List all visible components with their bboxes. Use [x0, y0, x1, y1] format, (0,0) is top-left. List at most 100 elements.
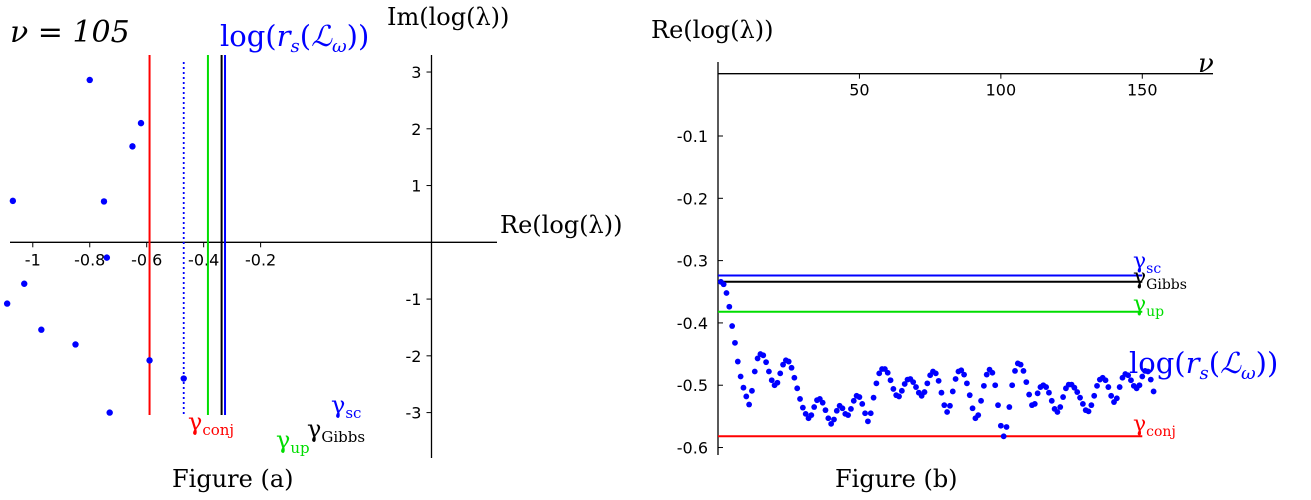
panel-b-point: [947, 402, 953, 409]
panel-b-point: [768, 377, 775, 384]
panel-b-point: [791, 374, 798, 381]
panel-b-point: [1094, 382, 1100, 389]
panel-a-reference-lines: [148, 55, 227, 415]
panel-a-y-tick-label: -3: [406, 404, 422, 423]
panel-b-point: [932, 370, 939, 377]
panel-b-point: [1150, 388, 1157, 395]
panel-b-point: [1060, 394, 1066, 400]
panel-b-point: [1145, 368, 1151, 375]
panel-b-point: [1034, 390, 1041, 397]
panel-b-point: [729, 323, 736, 329]
panel-b-point: [1136, 382, 1143, 389]
panel-a-point: [38, 326, 45, 333]
panel-b-point: [983, 371, 990, 378]
panel-b-point: [966, 392, 973, 399]
panel-b-point: [734, 358, 741, 365]
panel-a-point: [106, 409, 113, 416]
panel-b-axes: 50 100 150 -0.1 -0.2 -0.3 -0.4 -0.5 -0.6: [677, 62, 1213, 458]
panel-a-point: [137, 119, 145, 127]
panel-a-point: [103, 254, 111, 261]
panel-a-point: [3, 300, 11, 307]
panel-b-point: [751, 368, 758, 375]
panel-b-point: [887, 377, 894, 384]
panel-a-xlabel: Re(log(λ)): [500, 211, 622, 239]
panel-b-point: [766, 368, 772, 375]
panel-b-ylabel: Re(log(λ)): [651, 16, 773, 44]
panel-b-y-tick-label: -0.2: [677, 189, 708, 208]
panel-b-point: [785, 358, 792, 365]
panel-a-gamma-up-label: γup: [276, 426, 310, 457]
panel-b-point: [1000, 433, 1007, 440]
panel-b-point: [1088, 402, 1095, 409]
panel-b-point: [788, 364, 795, 371]
panel-a-x-tick-label: -0.2: [245, 250, 276, 269]
panel-b-point: [1074, 389, 1081, 395]
panel-b-point: [743, 393, 750, 400]
panel-a-x-tick-label: -1: [25, 250, 41, 269]
panel-b-x-tick-label: 50: [849, 81, 869, 100]
panel-a-point: [180, 375, 187, 382]
panel-b-point: [740, 384, 747, 391]
panel-a-y-tick-label: -1: [406, 290, 422, 309]
panel-b-series-label: log(rs(ℒω)): [1129, 346, 1278, 384]
panel-b-point: [1147, 376, 1154, 383]
panel-b-point: [828, 420, 835, 427]
panel-b-point: [797, 396, 803, 402]
panel-b-point: [845, 412, 852, 419]
panel-b-point: [763, 359, 769, 366]
panel-b-point: [941, 402, 948, 409]
panel-b-point: [726, 303, 733, 310]
panel-a-eigenvalue-points: [3, 76, 187, 416]
panel-a-point: [9, 197, 17, 205]
panel-b-point: [876, 370, 883, 377]
panel-b-point: [890, 386, 897, 392]
panel-b-point: [992, 382, 999, 389]
panel-a-y-tick-label: -2: [406, 347, 422, 366]
panel-b-point: [749, 387, 755, 394]
panel-b-xlabel: ν: [1198, 49, 1214, 79]
panel-b-point: [859, 401, 866, 407]
panel-b-x-tick-label: 100: [986, 81, 1017, 100]
panel-b-point: [1102, 377, 1109, 384]
panel-b-point: [794, 385, 801, 392]
panel-b-point: [831, 416, 837, 423]
panel-b-point: [997, 422, 1004, 429]
panel-a-logrs-label: log(rs(ℒω)): [220, 19, 369, 57]
panel-b-point: [1046, 389, 1052, 396]
panel-b-point: [980, 382, 987, 389]
panel-b-point: [822, 407, 829, 414]
panel-b-point: [774, 379, 781, 386]
panel-b-point: [1006, 404, 1013, 410]
panel-b-point: [1125, 372, 1132, 379]
panel-b-point: [1113, 395, 1120, 402]
panel-b-point: [1091, 392, 1098, 399]
panel-b-gamma-gibbs-label: γGibbs: [1133, 265, 1187, 293]
panel-b-point: [1077, 394, 1083, 401]
panel-b-point: [1009, 382, 1016, 389]
panel-a-gamma-conj-label: γconj: [188, 408, 234, 439]
panel-b-point: [873, 380, 880, 387]
panel-a-title: ν = 105: [10, 15, 130, 50]
panel-b: 50 100 150 -0.1 -0.2 -0.3 -0.4 -0.5 -0.6 Re(log(…: [651, 16, 1278, 493]
panel-b-gamma-conj-label: γconj: [1133, 412, 1176, 440]
panel-b-point: [1012, 367, 1018, 374]
panel-b-point: [1139, 373, 1146, 380]
panel-b-point: [1071, 384, 1078, 391]
panel-a-x-tick-label: -0.6: [131, 250, 162, 269]
panel-b-point: [737, 373, 744, 380]
panel-b-point: [1116, 384, 1123, 390]
panel-b-point: [898, 387, 905, 394]
panel-a-y-tick-label: 3: [411, 63, 421, 82]
panel-b-point: [1057, 404, 1064, 410]
panel-b-y-tick-label: -0.1: [677, 127, 708, 146]
panel-a-gamma-sc-label: γsc: [331, 391, 361, 422]
panel-b-point: [1079, 401, 1086, 407]
panel-a-y-tick-label: 2: [411, 120, 421, 139]
panel-b-point: [754, 355, 761, 362]
panel-a-point: [72, 341, 79, 348]
panel-b-point: [825, 415, 832, 422]
panel-b-caption: Figure (b): [835, 465, 958, 493]
panel-b-point: [969, 405, 976, 412]
panel-b-point: [723, 290, 730, 296]
